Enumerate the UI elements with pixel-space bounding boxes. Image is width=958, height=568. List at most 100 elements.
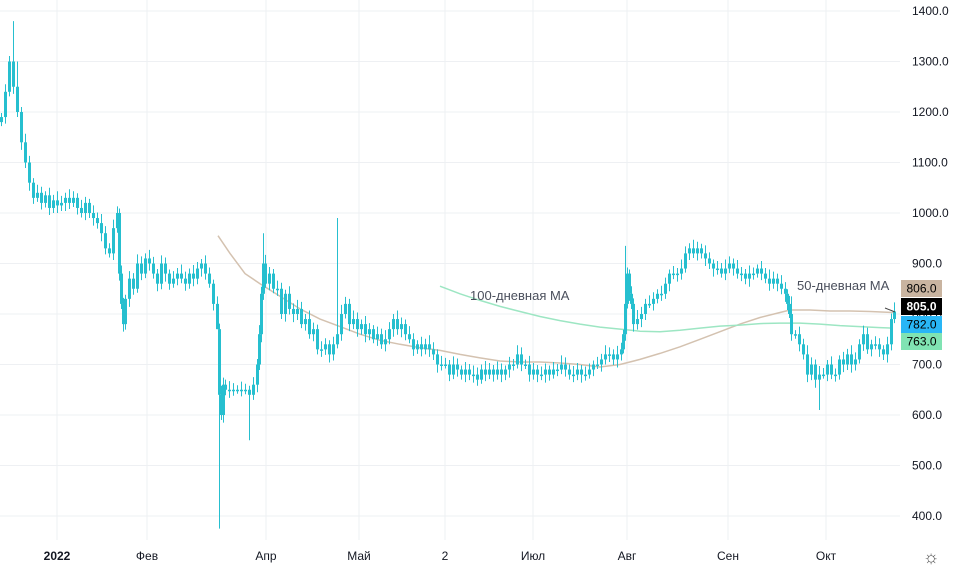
candle-body[interactable] xyxy=(420,344,423,350)
candle-body[interactable] xyxy=(628,273,631,294)
candle-body[interactable] xyxy=(798,334,801,345)
candle-body[interactable] xyxy=(728,263,731,269)
candle-body[interactable] xyxy=(72,197,75,203)
candle-body[interactable] xyxy=(752,273,755,276)
candle-body[interactable] xyxy=(0,117,3,123)
candle-body[interactable] xyxy=(560,364,563,370)
candle-body[interactable] xyxy=(256,364,259,385)
candle-body[interactable] xyxy=(284,293,287,314)
candle-body[interactable] xyxy=(218,329,221,395)
candle-body[interactable] xyxy=(536,369,539,375)
time-axis[interactable]: 2022 Фев Апр Май 2 Июл Авг Сен Окт xyxy=(44,549,837,563)
candle-body[interactable] xyxy=(164,263,167,274)
candle-body[interactable] xyxy=(632,303,635,325)
candle-body[interactable] xyxy=(122,303,125,325)
candle-body[interactable] xyxy=(118,213,121,274)
candle-body[interactable] xyxy=(36,192,39,198)
candle-body[interactable] xyxy=(500,369,503,375)
candle-body[interactable] xyxy=(264,263,267,284)
candle-body[interactable] xyxy=(360,324,363,330)
candle-body[interactable] xyxy=(220,394,223,415)
candle-body[interactable] xyxy=(772,278,775,284)
candle-body[interactable] xyxy=(404,324,407,335)
candle-body[interactable] xyxy=(696,248,699,254)
candle-body[interactable] xyxy=(814,364,817,380)
candle-body[interactable] xyxy=(120,273,123,304)
candle-body[interactable] xyxy=(866,334,869,350)
candle-body[interactable] xyxy=(468,369,471,375)
candle-body[interactable] xyxy=(80,207,83,213)
candle-body[interactable] xyxy=(84,202,87,213)
candle-body[interactable] xyxy=(640,314,643,320)
candle-body[interactable] xyxy=(68,197,71,203)
candle-body[interactable] xyxy=(352,319,355,325)
candle-body[interactable] xyxy=(76,197,79,208)
candle-body[interactable] xyxy=(100,223,103,234)
candle-body[interactable] xyxy=(802,344,805,355)
candle-body[interactable] xyxy=(128,278,131,299)
candle-body[interactable] xyxy=(492,369,495,375)
candle-body[interactable] xyxy=(708,258,711,264)
candle-body[interactable] xyxy=(240,389,243,392)
candle-body[interactable] xyxy=(822,374,825,377)
candle-body[interactable] xyxy=(572,374,575,377)
candle-body[interactable] xyxy=(608,354,611,356)
candle-body[interactable] xyxy=(324,344,327,350)
candle-body[interactable] xyxy=(676,273,679,276)
candle-body[interactable] xyxy=(680,268,683,274)
candle-body[interactable] xyxy=(504,369,507,375)
candle-body[interactable] xyxy=(648,303,651,306)
candle-body[interactable] xyxy=(20,112,23,143)
candle-body[interactable] xyxy=(40,192,43,203)
candle-body[interactable] xyxy=(144,258,147,274)
candle-body[interactable] xyxy=(48,195,51,208)
candle-body[interactable] xyxy=(874,344,877,346)
candle-body[interactable] xyxy=(132,278,135,289)
candle-body[interactable] xyxy=(460,369,463,375)
candle-body[interactable] xyxy=(838,359,841,375)
candle-body[interactable] xyxy=(886,344,889,355)
candle-body[interactable] xyxy=(684,253,687,269)
candle-body[interactable] xyxy=(544,369,547,375)
candle-body[interactable] xyxy=(472,374,475,377)
candle-body[interactable] xyxy=(88,202,91,213)
candle-body[interactable] xyxy=(528,364,531,375)
candle-body[interactable] xyxy=(672,273,675,276)
candle-body[interactable] xyxy=(16,86,19,112)
candle-body[interactable] xyxy=(636,319,639,325)
candle-body[interactable] xyxy=(116,213,119,229)
candle-body[interactable] xyxy=(152,263,155,274)
candle-body[interactable] xyxy=(488,369,491,375)
candle-body[interactable] xyxy=(630,293,633,304)
candle-body[interactable] xyxy=(524,364,527,367)
candle-body[interactable] xyxy=(516,354,519,365)
candle-body[interactable] xyxy=(616,354,619,360)
candle-body[interactable] xyxy=(576,369,579,375)
candle-body[interactable] xyxy=(776,278,779,284)
candle-body[interactable] xyxy=(260,293,263,335)
candle-body[interactable] xyxy=(92,213,95,219)
candle-body[interactable] xyxy=(508,364,511,370)
candle-body[interactable] xyxy=(376,334,379,340)
candle-body[interactable] xyxy=(204,263,207,274)
candle-body[interactable] xyxy=(862,334,865,345)
candle-body[interactable] xyxy=(236,389,239,392)
candle-body[interactable] xyxy=(56,200,59,206)
candle-body[interactable] xyxy=(644,303,647,314)
candle-body[interactable] xyxy=(850,354,853,365)
candle-body[interactable] xyxy=(172,278,175,284)
settings-icon[interactable]: ☼ xyxy=(922,547,940,567)
candle-body[interactable] xyxy=(336,334,339,345)
candle-body[interactable] xyxy=(104,233,107,249)
candle-body[interactable] xyxy=(4,91,7,118)
candle-body[interactable] xyxy=(704,253,707,259)
candle-body[interactable] xyxy=(8,61,11,92)
candle-body[interactable] xyxy=(448,364,451,375)
candle-body[interactable] xyxy=(834,374,837,377)
candle-body[interactable] xyxy=(818,374,821,380)
candle-body[interactable] xyxy=(328,344,331,355)
candle-body[interactable] xyxy=(748,273,751,279)
candle-body[interactable] xyxy=(764,273,767,279)
candle-body[interactable] xyxy=(444,364,447,367)
candle-body[interactable] xyxy=(424,344,427,350)
